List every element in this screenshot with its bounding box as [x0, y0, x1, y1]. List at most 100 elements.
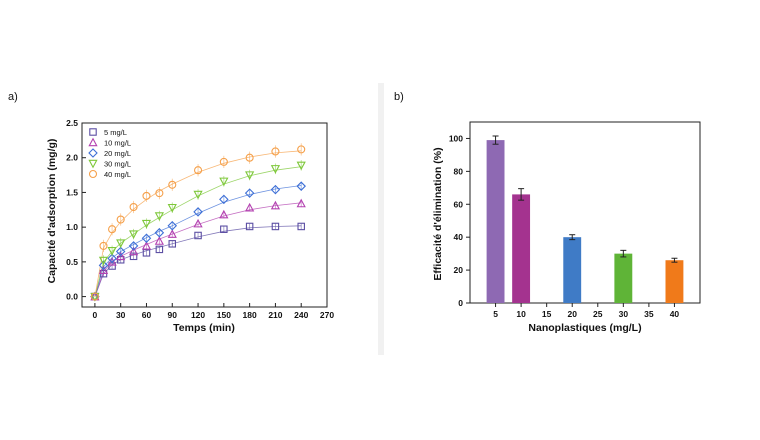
data-point-10-mgl — [98, 265, 109, 274]
x-tick-label: 240 — [294, 310, 308, 320]
data-point-40-mgl — [129, 202, 138, 212]
axis-ticks: 5 10 15 20 25 30 35 40 0 20 40 60 80 100 — [449, 133, 680, 319]
axis-ticks: 0 30 60 90 120 150 180 210 240 270 0.0 0.5 1.0 1.5 2.0… — [66, 118, 334, 320]
y-tick-label: 0.5 — [66, 257, 78, 267]
legend-marker-20-mgl — [88, 148, 98, 158]
data-point-30-mgl — [141, 219, 152, 229]
data-point-40-mgl — [142, 191, 151, 200]
bar-30-mgl — [614, 253, 633, 303]
x-tick-label: 90 — [168, 310, 178, 320]
y-tick-label: 1.0 — [66, 222, 78, 232]
data-point-40-mgl — [99, 241, 108, 250]
bar-40-mgl — [665, 260, 684, 303]
x-tick-label: 30 — [619, 309, 629, 319]
x-tick-label: 30 — [116, 310, 126, 320]
data-point-40-mgl — [194, 166, 203, 175]
y-tick-label: 2.5 — [66, 118, 78, 128]
x-tick-label: 40 — [670, 309, 680, 319]
legend-marker-10-mgl — [88, 137, 98, 147]
data-point-10-mgl — [219, 209, 229, 219]
data-point-40-mgl — [297, 145, 306, 154]
y-tick-label: 0.0 — [66, 292, 78, 302]
data-point-40-mgl — [108, 225, 117, 234]
data-point-5-mgl — [245, 222, 254, 231]
bars — [486, 135, 684, 303]
data-point-20-mgl — [98, 260, 109, 271]
data-point-40-mgl — [90, 292, 99, 301]
data-point-20-mgl — [193, 207, 203, 217]
data-point-30-mgl — [296, 161, 306, 171]
data-point-40-mgl — [245, 153, 254, 162]
data-point-30-mgl — [167, 203, 177, 213]
fit-curve-30-mgl — [94, 166, 302, 297]
data-point-10-mgl — [270, 200, 281, 210]
panel-a-label: a) — [8, 91, 18, 103]
bar-5-mgl — [486, 140, 505, 303]
chart-a-frame — [81, 122, 328, 308]
data-point-5-mgl — [220, 225, 228, 233]
data-point-20-mgl — [154, 227, 165, 238]
data-point-40-mgl — [116, 215, 125, 224]
data-point-30-mgl — [245, 171, 255, 180]
data-point-40-mgl — [155, 189, 164, 198]
x-tick-label: 210 — [268, 310, 282, 320]
data-point-20-mgl — [244, 188, 255, 198]
chart-b-frame — [469, 121, 701, 304]
y-tick-label: 60 — [454, 199, 464, 209]
data-point-40-mgl — [219, 157, 228, 166]
data-point-20-mgl — [270, 184, 281, 195]
data-point-10-mgl — [154, 236, 164, 245]
legend-label-30-mgl: 30 mg/L — [104, 160, 131, 169]
data-point-30-mgl — [270, 165, 281, 174]
x-axis-title: Nanoplastiques (mg/L) — [528, 322, 641, 334]
data-point-30-mgl — [219, 177, 229, 187]
data-point-20-mgl — [115, 246, 126, 257]
x-tick-label: 15 — [542, 309, 552, 319]
data-point-10-mgl — [296, 198, 306, 208]
legend-marker-30-mgl — [88, 159, 98, 169]
y-tick-label: 0 — [458, 298, 463, 308]
legend-label-10-mgl: 10 mg/L — [104, 139, 131, 148]
data-point-30-mgl — [154, 212, 164, 221]
x-tick-label: 180 — [243, 310, 257, 320]
y-tick-label: 2.0 — [66, 153, 78, 163]
data-point-20-mgl — [128, 241, 139, 251]
x-axis-title: Temps (min) — [173, 322, 235, 334]
data-point-30-mgl — [116, 239, 126, 248]
x-tick-label: 150 — [217, 310, 231, 320]
fit-curve-20-mgl — [94, 185, 302, 297]
data-point-5-mgl — [194, 231, 202, 240]
data-point-40-mgl — [168, 180, 177, 189]
data-point-10-mgl — [116, 251, 126, 261]
legend: 5 mg/L 10 mg/L20 mg/L 30 mg/L40 mg/L — [88, 128, 131, 179]
y-tick-label: 100 — [449, 133, 463, 143]
data-point-20-mgl — [107, 253, 117, 264]
data-point-20-mgl — [167, 220, 178, 231]
y-axis-title: Capacité d'adsorption (mg/g) — [46, 139, 58, 284]
data-point-10-mgl — [128, 246, 139, 256]
adsorption-chart: 0 30 60 90 120 150 180 210 240 270 0.0 0.5 1.0 1.5 2.0… — [46, 118, 334, 334]
x-tick-label: 0 — [93, 310, 98, 320]
data-point-10-mgl — [193, 218, 203, 228]
data-point-30-mgl — [193, 190, 203, 200]
legend-label-5-mgl: 5 mg/L — [104, 128, 127, 137]
x-tick-label: 5 — [493, 309, 498, 319]
data-point-30-mgl — [107, 247, 117, 256]
y-axis-title: Efficacité d'élimination (%) — [432, 147, 444, 280]
x-tick-label: 10 — [516, 309, 526, 319]
removal-efficiency-chart: 5 10 15 20 25 30 35 40 0 20 40 60 80 100 Nanoplastiqu… — [432, 121, 701, 334]
legend-marker-5-mgl — [89, 128, 97, 136]
y-tick-label: 80 — [454, 166, 464, 176]
x-tick-label: 120 — [191, 310, 205, 320]
panel-b-label: b) — [394, 91, 404, 103]
legend-label-20-mgl: 20 mg/L — [104, 149, 131, 158]
y-tick-label: 20 — [454, 265, 464, 275]
bar-10-mgl — [512, 194, 531, 303]
data-point-10-mgl — [141, 241, 152, 250]
x-tick-label: 35 — [644, 309, 654, 319]
y-tick-label: 1.5 — [66, 187, 78, 197]
data-point-20-mgl — [141, 233, 152, 244]
data-point-30-mgl — [98, 256, 109, 266]
legend-marker-40-mgl — [88, 169, 98, 179]
